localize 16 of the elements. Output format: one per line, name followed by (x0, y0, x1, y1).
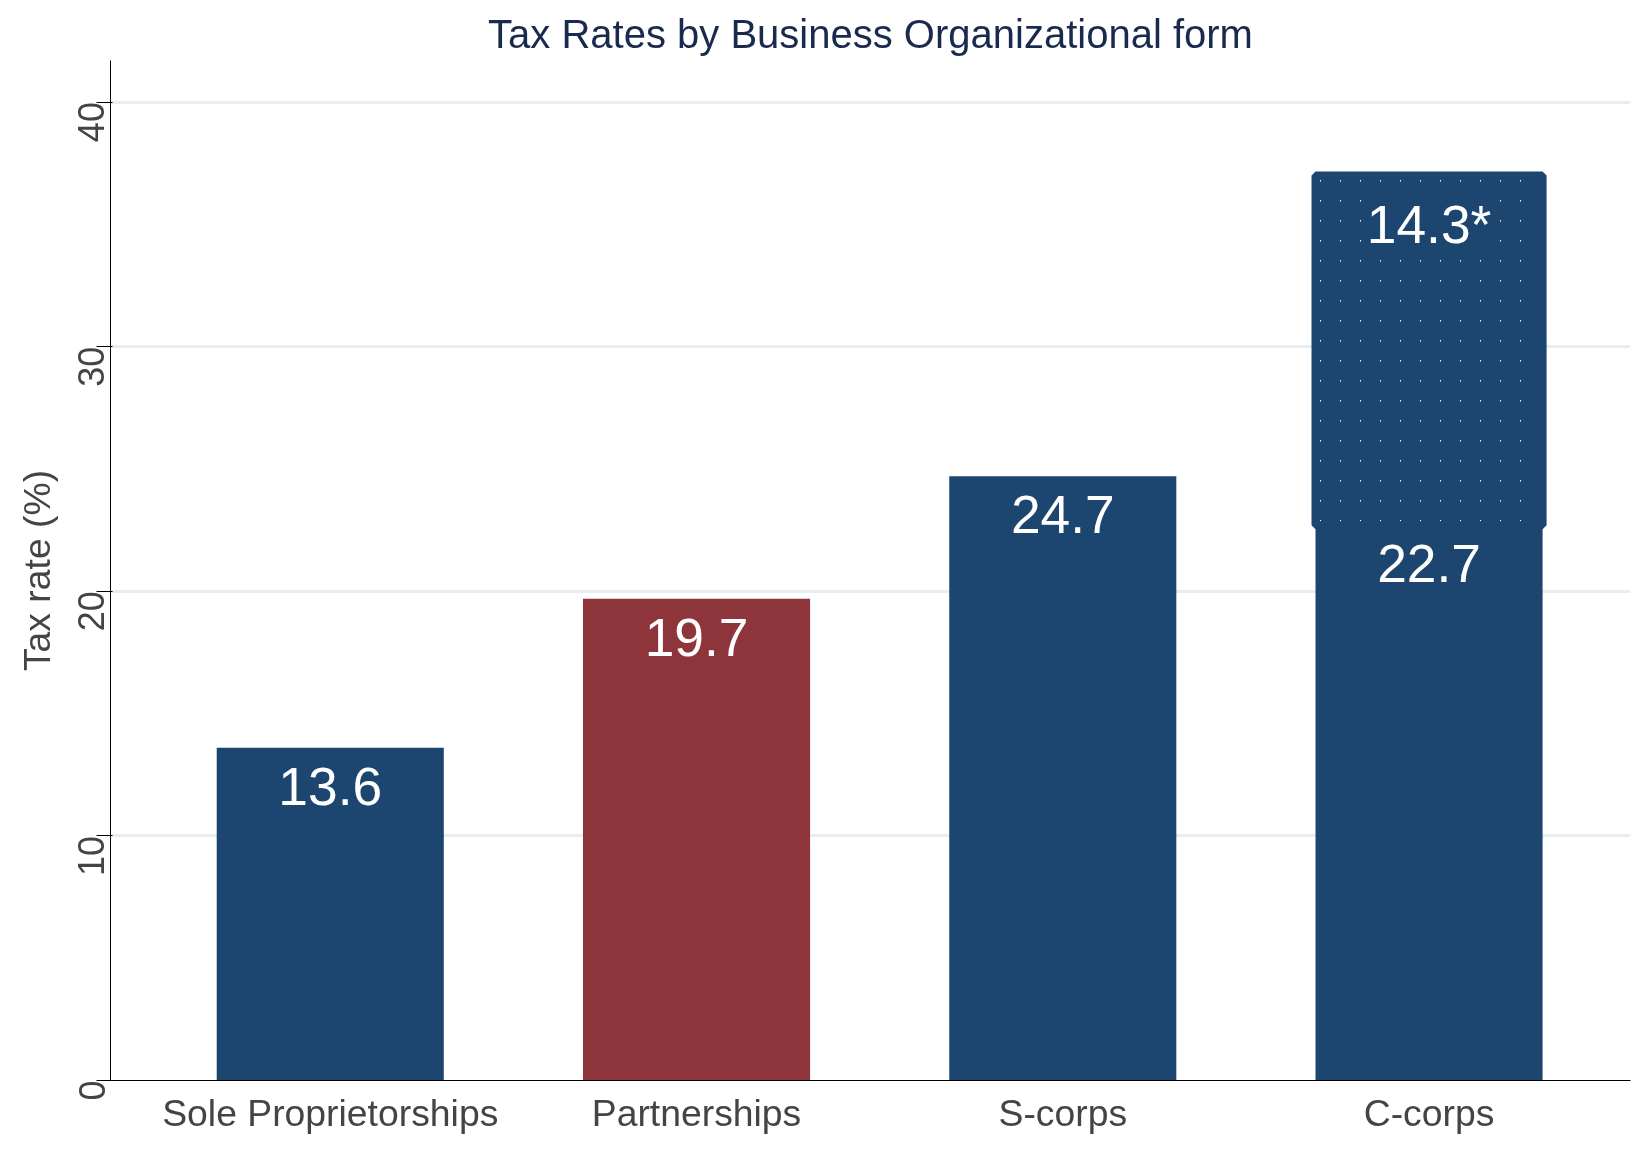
chart-title: Tax Rates by Business Organizational form (488, 11, 1253, 56)
data-label: 22.7 (1377, 534, 1481, 594)
y-tick-label: 10 (71, 835, 113, 876)
y-tick-label: 0 (71, 1080, 113, 1101)
y-tick-label: 20 (71, 591, 113, 632)
y-axis-title: Tax rate (%) (15, 469, 58, 672)
x-tick-label: Partnerships (591, 1091, 802, 1134)
x-tick-label: S-corps (998, 1091, 1128, 1134)
data-label: 13.6 (278, 756, 383, 816)
x-tick-label: Sole Proprietorships (162, 1091, 499, 1134)
data-label: 24.7 (1010, 485, 1115, 545)
y-tick-label: 40 (71, 102, 113, 143)
data-label: 19.7 (644, 607, 749, 667)
x-tick-label: C-corps (1363, 1091, 1495, 1134)
data-label: 14.3* (1366, 195, 1492, 255)
y-tick-label: 30 (71, 346, 113, 387)
